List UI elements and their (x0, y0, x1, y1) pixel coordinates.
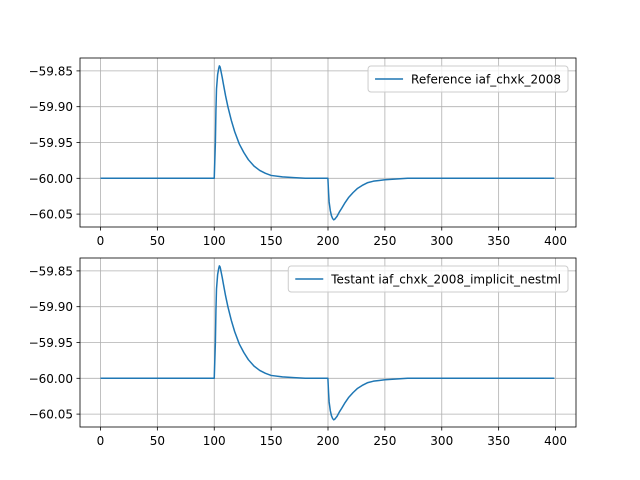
x-tick-label: 300 (430, 234, 453, 248)
series-line (100, 265, 555, 421)
x-tick-label: 150 (260, 234, 283, 248)
x-tick-label: 300 (430, 434, 453, 448)
x-tick-label: 200 (317, 234, 340, 248)
x-tick-label: 250 (373, 434, 396, 448)
x-tick-label: 350 (487, 434, 510, 448)
subplot-1: 0 50 100 150 200 250 300 350 400 −59.85 −59.90 −59.… (29, 57, 577, 248)
x-tick-label: 50 (150, 234, 165, 248)
legend: Reference iaf_chxk_2008 (367, 65, 569, 93)
y-tick-label: −59.85 (29, 64, 73, 78)
x-tick-label: 0 (97, 234, 105, 248)
x-tick-label: 400 (544, 434, 567, 448)
legend-label: Testant iaf_chxk_2008_implicit_nestml (330, 273, 561, 287)
x-tick-label: 400 (544, 234, 567, 248)
y-tick-label: −59.90 (29, 300, 73, 314)
y-tick-label: −60.00 (29, 172, 73, 186)
y-tick-label: −59.95 (29, 136, 73, 150)
legend-frame (287, 265, 569, 293)
x-tick-label: 250 (373, 234, 396, 248)
x-tick-label: 150 (260, 434, 283, 448)
y-tick-label: −60.05 (29, 408, 73, 422)
y-tick-label: −60.00 (29, 372, 73, 386)
y-tick-label: −59.95 (29, 336, 73, 350)
x-tick-label: 350 (487, 234, 510, 248)
y-tick-label: −59.90 (29, 100, 73, 114)
series-line (100, 65, 555, 221)
legend-label: Reference iaf_chxk_2008 (411, 73, 561, 87)
legend-frame (367, 65, 569, 93)
x-tick-label: 50 (150, 434, 165, 448)
x-tick-label: 100 (203, 234, 226, 248)
legend: Testant iaf_chxk_2008_implicit_nestml (287, 265, 569, 293)
x-tick-label: 100 (203, 434, 226, 448)
subplot-2: 0 50 100 150 200 250 300 350 400 −59.85 −59.90 −59.… (29, 257, 577, 448)
y-tick-label: −60.05 (29, 208, 73, 222)
x-tick-label: 200 (317, 434, 340, 448)
x-tick-label: 0 (97, 434, 105, 448)
y-tick-label: −59.85 (29, 264, 73, 278)
